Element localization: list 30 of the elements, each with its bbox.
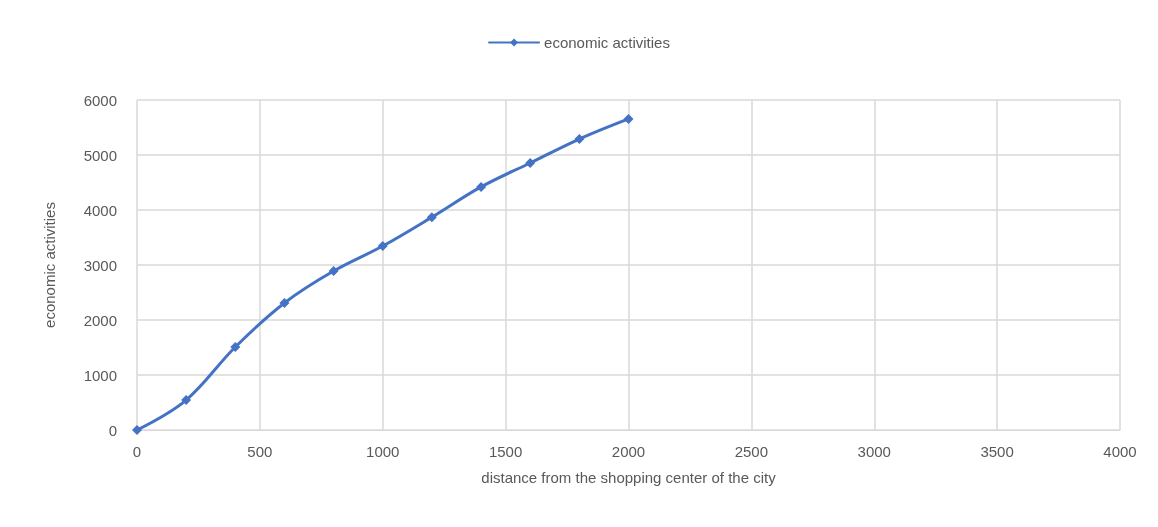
point	[574, 134, 585, 145]
point	[426, 212, 437, 223]
point	[476, 181, 487, 192]
point	[328, 266, 339, 277]
x-tick-label: 2000	[611, 443, 646, 460]
point	[377, 241, 388, 252]
y-axis-title: economic activities	[41, 202, 58, 328]
x-axis-title: distance from the shopping center of the city	[481, 469, 777, 486]
point	[525, 157, 536, 168]
point	[279, 297, 290, 308]
point	[132, 425, 142, 435]
point	[181, 395, 192, 406]
x-tick-label: 2500	[734, 443, 769, 460]
y-tick-label: 2000	[83, 311, 117, 329]
y-tick-label: 5000	[83, 146, 117, 164]
x-tick-label: 1000	[366, 443, 400, 460]
x-tick-label: 0	[132, 443, 142, 460]
x-tick-label: 1500	[488, 443, 523, 460]
y-tick-label: 1000	[83, 366, 117, 384]
x-tick-label: 3000	[857, 443, 891, 460]
y-tick-label: 6000	[83, 91, 117, 109]
x-tick-label: 500	[247, 443, 273, 460]
x-tick-label: 4000	[1103, 443, 1137, 460]
point	[623, 113, 634, 124]
y-tick-label: 0	[108, 421, 117, 439]
x-tick-label: 3500	[980, 443, 1014, 460]
y-tick-label: 4000	[83, 201, 117, 219]
y-tick-label: 3000	[83, 256, 117, 274]
point	[230, 341, 241, 352]
legend-label: economic activities	[544, 34, 670, 51]
